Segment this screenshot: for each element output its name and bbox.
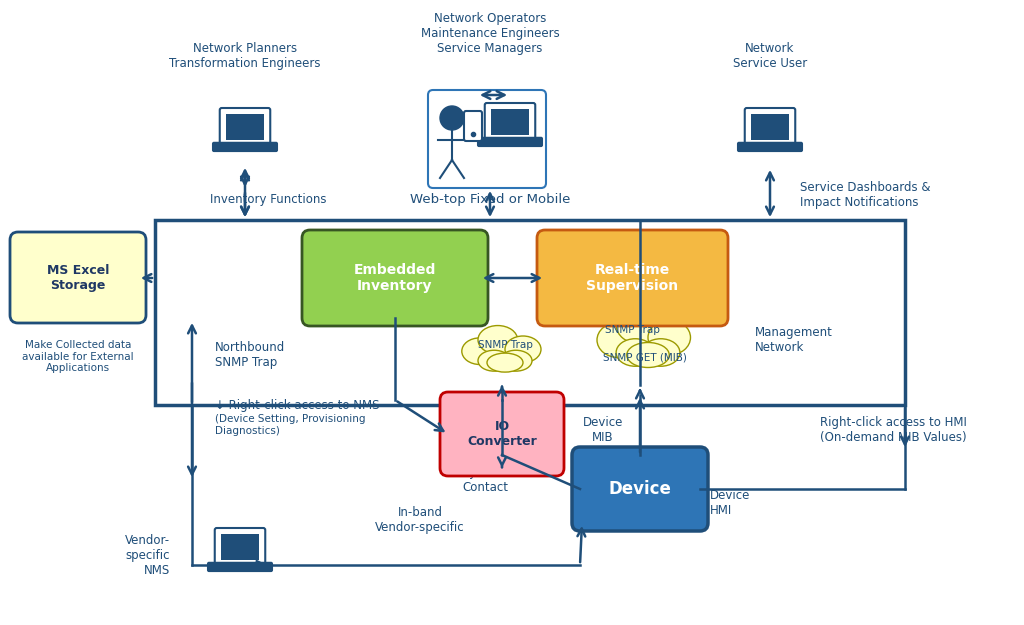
Text: Device
MIB: Device MIB bbox=[583, 416, 624, 444]
Text: Network
Service User: Network Service User bbox=[733, 42, 807, 70]
Ellipse shape bbox=[478, 326, 517, 354]
Ellipse shape bbox=[597, 322, 640, 357]
Text: Real-time
Supervision: Real-time Supervision bbox=[587, 263, 679, 293]
Text: Service Dashboards &
Impact Notifications: Service Dashboards & Impact Notification… bbox=[800, 181, 931, 209]
Text: (Device Setting, Provisioning
Diagnostics): (Device Setting, Provisioning Diagnostic… bbox=[215, 414, 366, 436]
Text: In-band
Vendor-specific: In-band Vendor-specific bbox=[375, 506, 465, 534]
Text: SNMP Trap: SNMP Trap bbox=[477, 340, 532, 350]
Text: Embedded
Inventory: Embedded Inventory bbox=[354, 263, 436, 293]
FancyBboxPatch shape bbox=[215, 528, 265, 566]
FancyBboxPatch shape bbox=[225, 114, 264, 140]
FancyBboxPatch shape bbox=[213, 142, 278, 151]
Ellipse shape bbox=[642, 339, 680, 366]
Text: Right-click access to HMI
(On-demand MIB Values): Right-click access to HMI (On-demand MIB… bbox=[820, 416, 967, 444]
Text: Device: Device bbox=[608, 480, 672, 498]
Ellipse shape bbox=[616, 339, 654, 366]
Text: Make Collected data
available for External
Applications: Make Collected data available for Extern… bbox=[23, 340, 134, 373]
FancyBboxPatch shape bbox=[221, 534, 259, 560]
FancyBboxPatch shape bbox=[302, 230, 488, 326]
FancyBboxPatch shape bbox=[220, 108, 270, 146]
Ellipse shape bbox=[505, 336, 541, 362]
Text: Device
HMI: Device HMI bbox=[710, 489, 751, 517]
FancyBboxPatch shape bbox=[440, 392, 564, 476]
FancyBboxPatch shape bbox=[572, 447, 708, 531]
FancyBboxPatch shape bbox=[428, 90, 546, 188]
Text: MS Excel
Storage: MS Excel Storage bbox=[47, 264, 110, 291]
FancyBboxPatch shape bbox=[464, 111, 482, 141]
Ellipse shape bbox=[462, 338, 498, 364]
Text: Vendor-
specific
NMS: Vendor- specific NMS bbox=[125, 534, 170, 576]
Text: Management
Network: Management Network bbox=[755, 326, 833, 354]
Ellipse shape bbox=[487, 353, 523, 372]
FancyBboxPatch shape bbox=[208, 562, 272, 571]
Text: Network Planners
Transformation Engineers: Network Planners Transformation Engineer… bbox=[169, 42, 321, 70]
Text: Inventory Functions: Inventory Functions bbox=[210, 194, 327, 206]
Text: Web-top Fixed or Mobile: Web-top Fixed or Mobile bbox=[410, 194, 570, 206]
FancyBboxPatch shape bbox=[490, 109, 529, 135]
FancyBboxPatch shape bbox=[537, 230, 728, 326]
FancyBboxPatch shape bbox=[751, 114, 790, 140]
Ellipse shape bbox=[648, 320, 690, 355]
Text: Northbound
SNMP Trap: Northbound SNMP Trap bbox=[215, 341, 286, 369]
Text: SNMP Trap: SNMP Trap bbox=[604, 325, 659, 335]
Text: SNMP GET (MIB): SNMP GET (MIB) bbox=[603, 353, 687, 363]
FancyBboxPatch shape bbox=[738, 142, 802, 151]
Ellipse shape bbox=[627, 342, 670, 367]
Ellipse shape bbox=[500, 350, 532, 371]
Text: Network Operators
Maintenance Engineers
Service Managers: Network Operators Maintenance Engineers … bbox=[421, 12, 559, 55]
Text: ↓ Right-click access to NMS: ↓ Right-click access to NMS bbox=[215, 399, 380, 411]
Ellipse shape bbox=[616, 306, 663, 344]
Circle shape bbox=[440, 106, 464, 130]
Text: IO
Converter: IO Converter bbox=[467, 420, 537, 448]
FancyBboxPatch shape bbox=[155, 220, 905, 405]
FancyBboxPatch shape bbox=[478, 138, 542, 146]
FancyBboxPatch shape bbox=[484, 103, 536, 141]
FancyBboxPatch shape bbox=[744, 108, 796, 146]
Text: Dry Alarm
Contact: Dry Alarm Contact bbox=[455, 466, 515, 494]
FancyBboxPatch shape bbox=[10, 232, 146, 323]
Ellipse shape bbox=[478, 350, 510, 371]
